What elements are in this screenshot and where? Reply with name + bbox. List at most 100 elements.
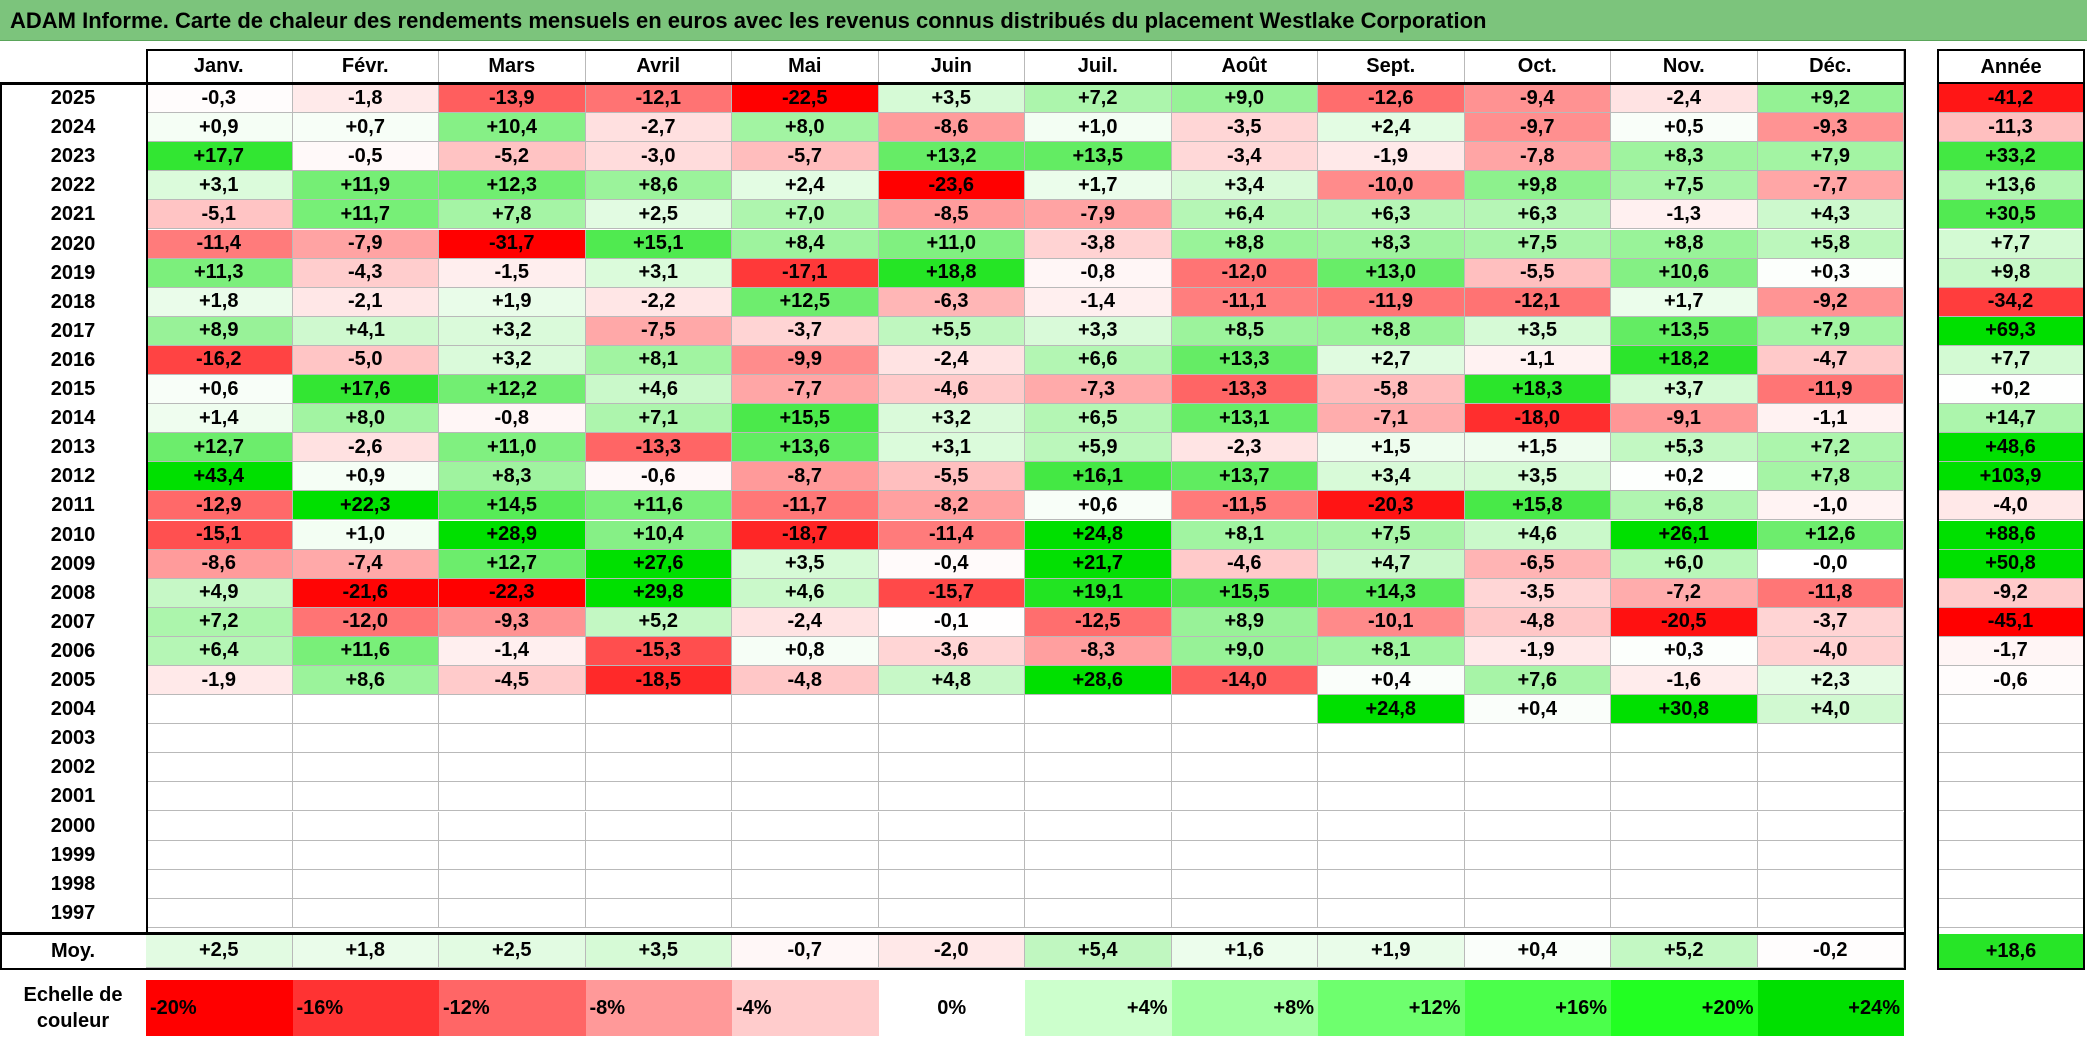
heatmap-cell: -1,9 [146,666,293,696]
average-cell: -0,7 [732,934,879,968]
heatmap-cell [878,695,1025,725]
heatmap-cell: +4,6 [732,578,879,608]
heatmap-cell: +18,2 [1611,345,1758,375]
heatmap-cell: +28,6 [1025,666,1172,696]
color-scale-stop: -4% [732,980,879,1036]
heatmap-cell: -7,7 [732,375,879,405]
month-header: Janv. [146,51,293,83]
heatmap-cell: +1,7 [1025,171,1172,201]
month-header: Nov. [1611,51,1758,83]
heatmap-cell [1025,753,1172,783]
heatmap-cell: +13,6 [732,433,879,463]
annual-cell [1938,724,2084,754]
heatmap-cell: +0,3 [1611,636,1758,666]
heatmap-cell [1757,869,1904,899]
heatmap-cell [1025,840,1172,870]
year-label: 2009 [50,552,96,575]
month-header: Mai [732,51,879,83]
heatmap-cell: -11,4 [146,229,293,259]
heatmap-cell: +1,0 [1025,113,1172,143]
annual-cell [1938,753,2084,783]
average-label: Moy. [50,939,96,962]
heatmap-cell [1171,898,1318,928]
heatmap-cell: -18,5 [585,666,732,696]
heatmap-cell [146,782,293,812]
heatmap-cell: -2,6 [292,433,439,463]
heatmap-cell: -8,6 [146,549,293,579]
heatmap-cell [1757,724,1904,754]
heatmap-cell [292,811,439,841]
heatmap-cell: -1,9 [1464,636,1611,666]
annual-cell: +103,9 [1938,462,2084,492]
color-scale-stop: +24% [1757,980,1904,1036]
heatmap-cell: -7,3 [1025,375,1172,405]
heatmap-cell [585,753,732,783]
average-cell: +2,5 [439,934,586,968]
heatmap-cell: -4,5 [439,666,586,696]
heatmap-cell: +0,4 [1464,695,1611,725]
heatmap-cell: -5,5 [1464,258,1611,288]
heatmap-cell: +3,3 [1025,316,1172,346]
heatmap-cell: +1,9 [439,287,586,317]
year-label: 2017 [50,319,96,342]
heatmap-cell [1171,869,1318,899]
heatmap-cell: +14,3 [1318,578,1465,608]
heatmap-cell: -0,6 [585,462,732,492]
heatmap-cell: -11,8 [1757,578,1904,608]
heatmap-cell: +0,5 [1611,113,1758,143]
year-label: 1997 [50,901,96,924]
year-label: 2022 [50,174,96,197]
year-label: 2003 [50,727,96,750]
heatmap-cell: +16,1 [1025,462,1172,492]
heatmap-cell: -3,8 [1025,229,1172,259]
month-header: Mars [439,51,586,83]
heatmap-cell [585,869,732,899]
heatmap-cell: -4,7 [1757,345,1904,375]
month-header: Juil. [1025,51,1172,83]
annual-cell: -4,0 [1938,491,2084,521]
heatmap-cell: +6,6 [1025,345,1172,375]
heatmap-cell: +0,6 [146,375,293,405]
heatmap-cell [1318,811,1465,841]
heatmap-cell: -8,5 [878,200,1025,230]
year-label: 2012 [50,465,96,488]
heatmap-cell [1171,695,1318,725]
heatmap-cell [732,840,879,870]
heatmap-cell: -22,3 [439,578,586,608]
heatmap-cell [732,811,879,841]
heatmap-cell: +15,5 [732,404,879,434]
heatmap-cell: +13,1 [1171,404,1318,434]
heatmap-cell: +9,0 [1171,636,1318,666]
heatmap-cell [439,811,586,841]
heatmap-cell [585,840,732,870]
heatmap-cell: -1,0 [1757,491,1904,521]
heatmap-cell: +3,4 [1318,462,1465,492]
heatmap-cell: +22,3 [292,491,439,521]
annual-cell: +14,7 [1938,404,2084,434]
heatmap-cell: +5,9 [1025,433,1172,463]
color-scale-stop: +12% [1318,980,1465,1036]
color-scale-stop: +16% [1464,980,1611,1036]
color-scale-stop: -12% [439,980,586,1036]
heatmap-cell: +0,4 [1318,666,1465,696]
heatmap-cell: +3,1 [585,258,732,288]
annual-header-divider [1937,82,2085,84]
heatmap-cell: +3,2 [439,345,586,375]
heatmap-cell: +1,5 [1464,433,1611,463]
year-label: 2000 [50,814,96,837]
annual-cell [1938,869,2084,899]
heatmap-cell: +3,2 [439,316,586,346]
annual-cell: +0,2 [1938,375,2084,405]
heatmap-cell [439,724,586,754]
heatmap-cell [1171,753,1318,783]
average-cell: +1,6 [1171,934,1318,968]
heatmap-cell [585,811,732,841]
heatmap-cell [1464,724,1611,754]
heatmap-cell: -0,3 [146,84,293,114]
heatmap-cell: -11,1 [1171,287,1318,317]
year-label: 2004 [50,698,96,721]
heatmap-cell: -16,2 [146,345,293,375]
heatmap-cell [1611,782,1758,812]
heatmap-cell [1464,840,1611,870]
heatmap-cell: -2,4 [878,345,1025,375]
